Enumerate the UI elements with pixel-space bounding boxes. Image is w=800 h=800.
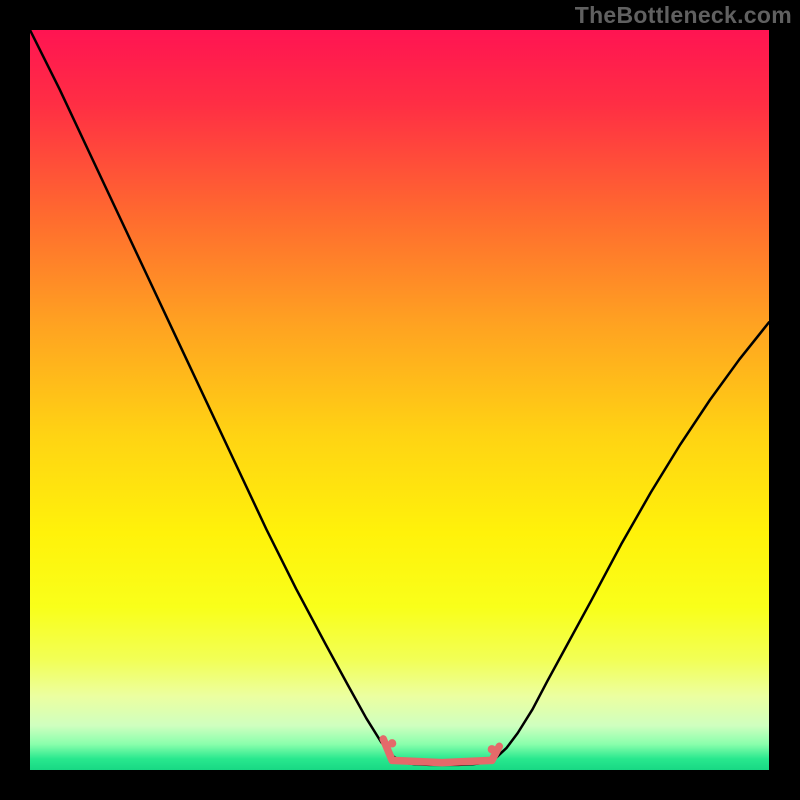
chart-svg xyxy=(30,30,769,770)
optimal-band-endpoint xyxy=(388,739,396,747)
optimal-band xyxy=(383,739,499,763)
main-curve xyxy=(30,30,769,765)
plot-area xyxy=(30,30,769,770)
optimal-band-endpoint xyxy=(488,745,496,753)
chart-frame: TheBottleneck.com xyxy=(0,0,800,800)
watermark-text: TheBottleneck.com xyxy=(575,2,792,29)
